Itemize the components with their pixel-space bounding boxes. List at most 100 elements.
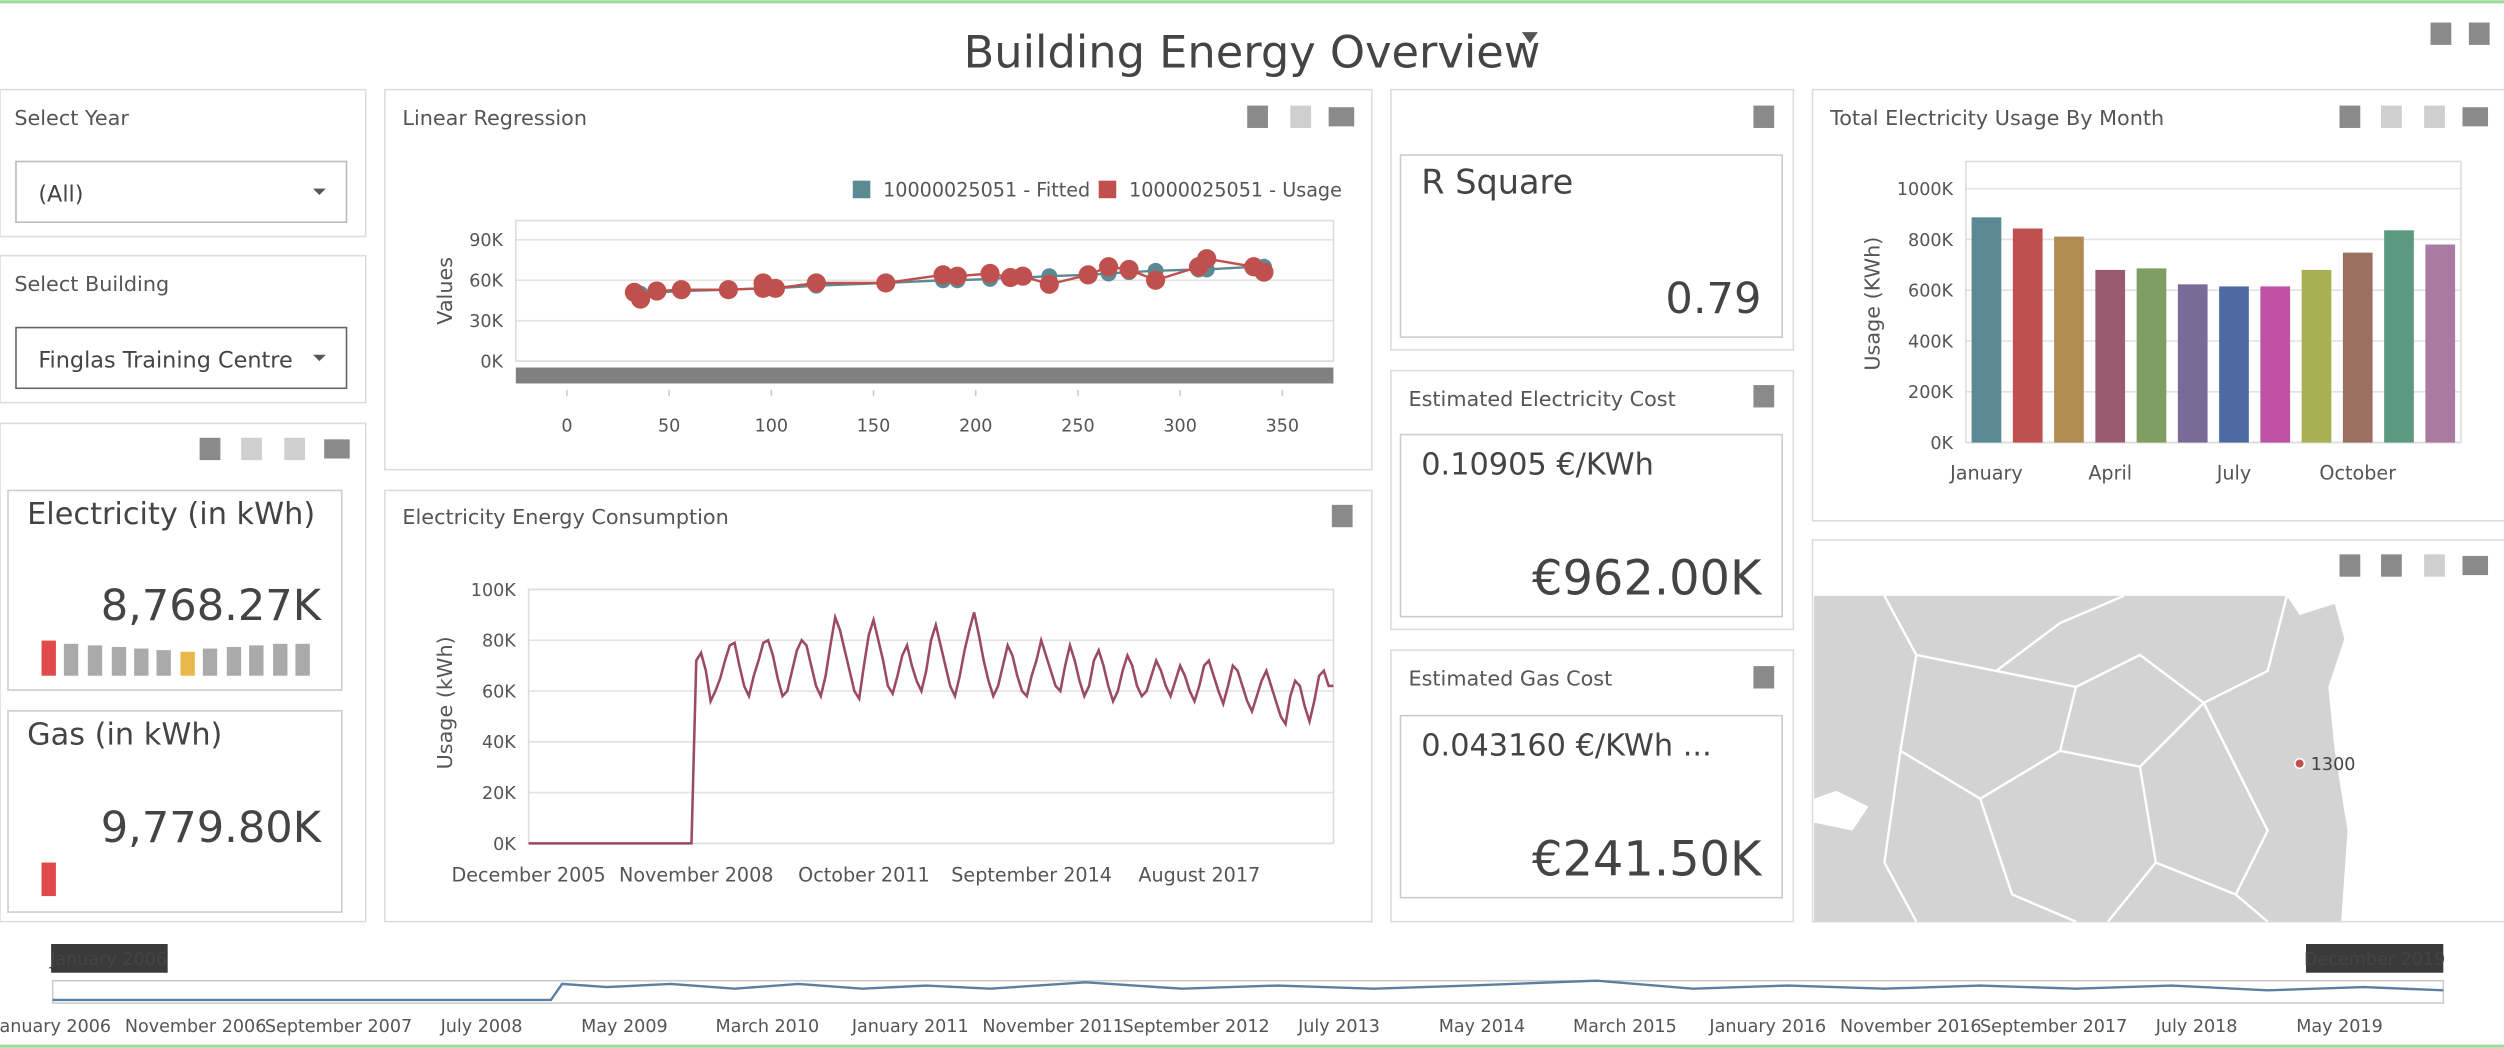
point	[1039, 274, 1059, 294]
export-icon[interactable]	[199, 437, 221, 461]
sparkbar	[87, 645, 103, 676]
point	[765, 278, 785, 298]
map-marker[interactable]	[2294, 757, 2306, 770]
export-icon[interactable]	[1247, 105, 1268, 128]
x-tick-label: October	[2319, 461, 2396, 484]
monthly-chart: 0K 200K 400K 600K 800K 1000K January April July O…	[1897, 160, 2462, 484]
bar	[2342, 252, 2373, 443]
filter-icon[interactable]	[2381, 105, 2402, 128]
title-menu[interactable]	[1521, 32, 1538, 44]
export-icon[interactable]	[1331, 504, 1353, 528]
dropdown[interactable]	[15, 326, 348, 390]
x-tick-label: 150	[857, 416, 891, 436]
x-tick-label: 0	[561, 416, 572, 436]
panel	[384, 489, 1373, 923]
card	[7, 710, 343, 913]
consumption-chart: 0K 20K 40K 60K 80K 100K December 2005 November …	[451, 581, 1335, 887]
sparkbar	[41, 862, 56, 897]
bar	[1971, 217, 2002, 443]
panel-title: Total Electricity Usage By Month	[1829, 106, 2164, 130]
range-start: January 2006	[49, 950, 167, 970]
x-tick-label: April	[2088, 461, 2132, 484]
y-tick-label: 800K	[1908, 231, 1953, 251]
dropdown[interactable]	[15, 160, 348, 223]
dropdown-arrow	[313, 354, 326, 362]
zoom-icon[interactable]	[2339, 554, 2361, 577]
view-icon[interactable]	[324, 439, 350, 459]
timeline-label: May 2019	[2296, 1017, 2383, 1037]
dropdown-value: (All)	[38, 181, 83, 207]
filter-icon[interactable]	[1290, 105, 1312, 128]
export-icon[interactable]	[2430, 22, 2452, 45]
export-icon[interactable]	[2381, 554, 2402, 577]
y-tick-label: 0K	[480, 353, 503, 373]
point	[1146, 270, 1166, 290]
y-tick-label: 600K	[1908, 282, 1953, 302]
y-tick-label: 100K	[471, 581, 516, 601]
y-tick-label: 200K	[1908, 383, 1953, 403]
panel-title: Select Year	[14, 106, 129, 130]
x-tick-label: July	[2216, 461, 2251, 484]
card	[1399, 433, 1783, 618]
sparkbar	[249, 645, 264, 676]
export-icon[interactable]	[1753, 105, 1775, 128]
card-value: €241.50K	[1532, 832, 1763, 887]
top-border	[0, 0, 2504, 4]
bar	[2384, 230, 2414, 443]
bar	[2425, 244, 2456, 443]
building-filter: Select Building Finglas Training Centre	[0, 254, 367, 404]
bar	[2177, 284, 2208, 443]
drill-icon[interactable]	[284, 437, 306, 461]
point	[806, 273, 826, 293]
view-icon[interactable]	[1328, 107, 1355, 127]
series-line	[528, 611, 1334, 845]
map-borders	[1883, 594, 2288, 923]
timeline-label: September 2012	[1122, 1017, 1269, 1037]
y-tick-label: 90K	[469, 231, 503, 251]
bar	[2260, 286, 2291, 443]
y-tick-label: 1000K	[1897, 180, 1954, 200]
y-axis-label: Usage (kWh)	[433, 636, 457, 769]
x-tick-label: November 2008	[619, 864, 774, 887]
export-icon[interactable]	[1753, 385, 1775, 408]
x-tick-label: August 2017	[1138, 864, 1260, 887]
x-tick-label: 200	[959, 416, 993, 436]
rate: 0.043160 €/KWh ...	[1421, 729, 1711, 764]
bar	[2301, 269, 2332, 443]
r-square-panel: R Square 0.79	[1390, 88, 1795, 351]
card-value: €962.00K	[1532, 551, 1763, 606]
timeline-label: May 2014	[1439, 1017, 1526, 1037]
settings-icon[interactable]	[2468, 22, 2490, 45]
view-icon[interactable]	[2462, 107, 2489, 127]
x-tick-label: October 2011	[798, 864, 930, 887]
card-value: 9,779.80K	[101, 803, 323, 853]
export-icon[interactable]	[1753, 666, 1775, 689]
map-water	[1814, 790, 1869, 831]
view-icon[interactable]	[2462, 555, 2489, 576]
rate: 0.10905 €/KWh	[1421, 447, 1654, 482]
drill-icon[interactable]	[2424, 105, 2445, 128]
point	[1197, 249, 1217, 269]
card-value: 8,768.27K	[101, 581, 323, 631]
bar	[2219, 286, 2249, 443]
sparkbars	[41, 640, 310, 676]
y-tick-label: 0K	[493, 835, 516, 855]
x-tick-label: 350	[1266, 416, 1300, 436]
export-icon[interactable]	[2339, 105, 2361, 128]
filter-icon[interactable]	[2424, 554, 2445, 577]
bar	[2136, 268, 2167, 443]
range-bar[interactable]	[515, 367, 1334, 384]
dashboard-title: Building Energy Overview	[964, 25, 1541, 78]
map-marker-label: 1300	[2311, 755, 2356, 775]
map-panel: 1300	[1811, 539, 2504, 923]
y-tick-label: 30K	[469, 312, 503, 332]
point	[1078, 265, 1098, 285]
timeline-label: July 2013	[1297, 1017, 1380, 1037]
electricity-cost-panel: Estimated Electricity Cost 0.10905 €/KWh…	[1390, 369, 1795, 631]
card-value: 0.79	[1665, 274, 1761, 324]
card	[1399, 714, 1783, 899]
filter-icon[interactable]	[241, 437, 262, 461]
